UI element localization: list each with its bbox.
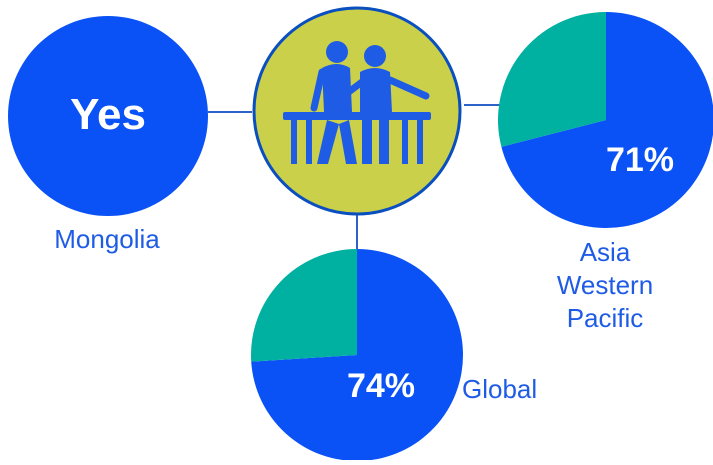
center-circle [252,6,462,216]
asia-label-line-1: Asia [579,237,631,267]
pie-data-label: 74% [347,367,415,405]
pie-slice-yes [251,249,463,461]
asia-label-line-2: Western [556,270,654,300]
mongolia-label: Mongolia [54,224,160,254]
pie-slice-yes [501,12,713,228]
pie-asia-western-pacific: 71% [498,12,713,228]
asia-label-line-3: Pacific [566,303,644,333]
mongolia-value: Yes [70,90,146,139]
pie-global: 74% [251,249,463,461]
rehabilitation-assistance-icon [283,41,431,164]
pie-slice-no [251,249,357,362]
pie-data-label: 71% [606,141,674,179]
asia-western-pacific-label: Asia Western Pacific [540,236,670,335]
mongolia-circle [8,16,208,216]
global-label: Global [462,374,538,404]
pie-slice-no [498,12,606,147]
